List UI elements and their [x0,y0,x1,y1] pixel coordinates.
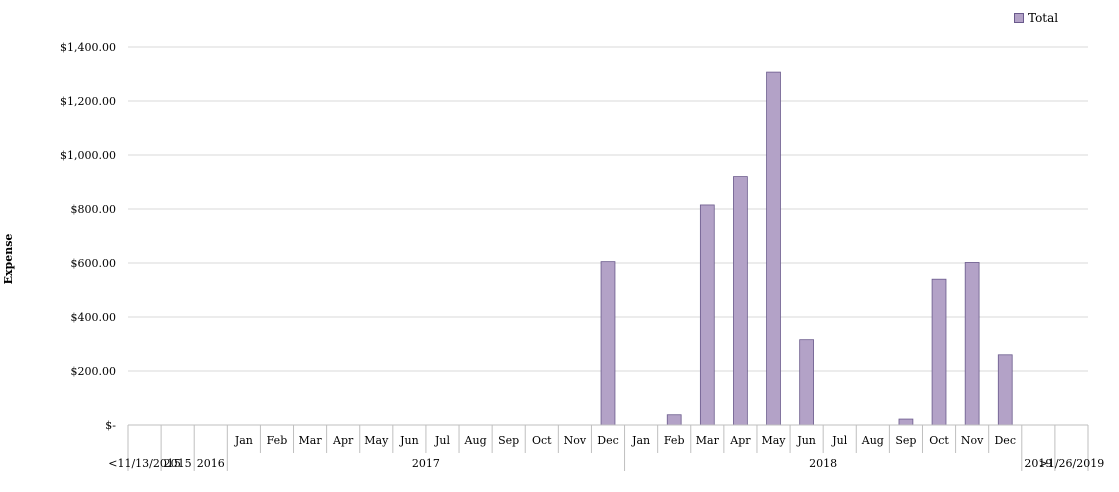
x-tick-label: Sep [895,434,916,447]
y-axis-label: Expense [2,234,15,285]
x-tick-label: Oct [929,434,949,447]
legend: Total [1014,11,1058,25]
bar [799,339,814,426]
bar [997,354,1013,426]
x-tick-label: May [364,434,389,447]
x-group-label: 2015 [164,457,192,470]
x-tick-label: Feb [267,434,288,447]
bar [600,261,616,426]
bar [931,278,947,426]
y-axis-ticks: $- $200.00 $400.00 $600.00 $800.00 $1,000.00 $… [60,41,116,432]
legend-swatch [1014,13,1024,23]
bar [898,418,914,426]
x-tick-label: Jul [831,434,847,447]
x-tick-label: Nov [564,434,587,447]
y-tick-label: $200.00 [71,365,117,378]
x-tick-label: Feb [664,434,685,447]
x-tick-label: Apr [332,434,354,447]
x-tick-label: Jul [434,434,450,447]
x-group-label: 2019 [1024,457,1052,470]
x-axis: Jan Feb Mar Apr May Jun Jul Aug Sep Oct Nov Dec Jan F… [108,424,1105,471]
x-tick-label: Aug [464,434,487,447]
bar [666,414,682,426]
y-tick-label: $600.00 [71,257,117,270]
bars [600,71,1013,426]
legend-label-total: Total [1028,11,1059,25]
x-tick-label: Jun [796,434,816,447]
x-tick-label: Apr [729,434,751,447]
bar [766,71,781,426]
x-tick-label: Aug [861,434,884,447]
x-tick-label: Jun [399,434,419,447]
x-tick-label: Mar [299,434,323,447]
x-tick-label: Oct [532,434,552,447]
x-tick-label: Jan [631,434,650,447]
x-group-label: 2018 [809,457,837,470]
y-tick-label: $- [105,419,116,432]
y-tick-label: $1,000.00 [60,149,116,162]
x-tick-label: Jan [234,434,253,447]
x-group-label: 2017 [412,457,440,470]
y-tick-label: $400.00 [71,311,117,324]
x-tick-label: Dec [994,434,1016,447]
x-tick-label: Mar [696,434,720,447]
y-tick-label: $1,400.00 [60,41,116,54]
bar [964,262,980,426]
x-group-label: <11/13/2015 [108,457,181,470]
x-group-label: 2016 [197,457,225,470]
x-tick-label: Sep [498,434,519,447]
x-tick-label: Nov [961,434,984,447]
bar [733,176,748,426]
x-tick-label: May [761,434,786,447]
bar [699,204,715,426]
x-group-label: >1/26/2019 [1039,457,1105,470]
y-tick-label: $800.00 [71,203,117,216]
x-tick-label: Dec [597,434,619,447]
y-tick-label: $1,200.00 [60,95,116,108]
